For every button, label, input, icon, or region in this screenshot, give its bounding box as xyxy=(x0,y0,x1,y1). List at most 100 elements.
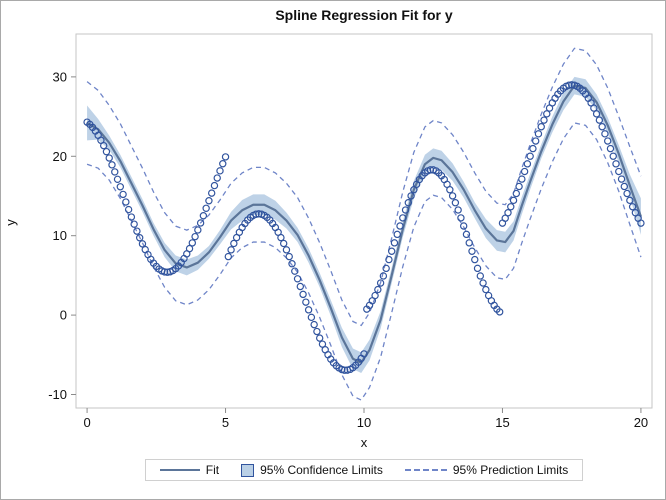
data-point-marker xyxy=(282,246,291,254)
data-point-marker xyxy=(122,198,130,206)
data-point-marker xyxy=(191,232,199,241)
data-point-marker xyxy=(160,268,169,276)
data-point-marker xyxy=(515,182,523,191)
legend-item-fit: Fit xyxy=(159,463,220,477)
data-point-marker xyxy=(446,186,454,194)
data-point-marker xyxy=(230,239,238,248)
data-point-marker xyxy=(612,160,620,168)
legend: Fit 95% Confidence Limits 95% Prediction… xyxy=(76,459,652,481)
data-point-marker xyxy=(299,290,307,299)
legend-box: Fit 95% Confidence Limits 95% Prediction… xyxy=(144,459,584,481)
data-point-marker xyxy=(617,175,626,183)
data-point-marker xyxy=(376,279,385,287)
data-point-marker xyxy=(606,144,615,153)
data-point-marker xyxy=(590,104,598,112)
data-point-marker xyxy=(623,189,631,198)
data-point-marker xyxy=(451,199,460,207)
data-point-marker xyxy=(99,141,108,150)
data-point-marker xyxy=(482,285,490,294)
data-point-marker xyxy=(135,234,144,242)
data-point-marker xyxy=(385,255,393,264)
data-point-marker xyxy=(518,175,526,183)
data-point-marker xyxy=(291,267,299,275)
data-point-marker xyxy=(130,220,138,228)
data-point-marker xyxy=(113,175,122,184)
data-point-marker xyxy=(468,247,476,255)
legend-label-fit: Fit xyxy=(205,463,220,477)
data-point-marker xyxy=(374,285,382,294)
fit-line-swatch-icon xyxy=(159,469,200,471)
y-tick-label: 0 xyxy=(60,308,67,323)
data-point-marker xyxy=(615,167,623,176)
data-point-marker xyxy=(382,264,390,273)
y-axis-label: y xyxy=(2,219,18,226)
data-point-marker xyxy=(565,81,573,89)
scatter-markers xyxy=(83,81,645,374)
data-point-marker xyxy=(285,252,293,261)
confidence-band-swatch-icon xyxy=(241,463,255,477)
data-point-marker xyxy=(454,206,462,214)
data-point-marker xyxy=(116,183,125,191)
data-point-marker xyxy=(315,334,324,342)
data-point-marker xyxy=(207,189,216,197)
data-point-marker xyxy=(448,192,457,200)
data-point-marker xyxy=(473,264,482,273)
data-point-marker xyxy=(507,203,515,211)
confidence-band xyxy=(87,76,641,374)
y-tick-label: 30 xyxy=(53,69,67,84)
data-point-marker xyxy=(598,123,606,131)
data-point-marker xyxy=(601,130,609,138)
x-axis-label: x xyxy=(360,435,368,450)
fit-line xyxy=(86,84,642,364)
data-point-marker xyxy=(111,168,119,176)
data-point-marker xyxy=(138,240,147,248)
data-point-marker xyxy=(401,206,410,214)
data-point-marker xyxy=(194,226,202,234)
data-point-marker xyxy=(457,214,465,222)
x-tick-label: 20 xyxy=(634,415,648,430)
data-point-marker xyxy=(534,130,543,138)
chart-title: Spline Regression Fit for y xyxy=(275,7,453,23)
data-point-marker xyxy=(196,219,205,227)
data-point-marker xyxy=(313,327,321,336)
data-point-marker xyxy=(471,255,479,264)
legend-item-prediction: 95% Prediction Limits xyxy=(404,463,568,477)
data-point-marker xyxy=(133,227,141,235)
y-tick-label: -10 xyxy=(48,387,67,402)
data-point-marker xyxy=(509,196,518,205)
legend-item-confidence: 95% Confidence Limits xyxy=(241,463,383,477)
x-tick-label: 5 xyxy=(222,415,229,430)
data-point-marker xyxy=(459,222,468,230)
data-point-marker xyxy=(252,210,260,218)
data-point-marker xyxy=(119,190,127,199)
data-point-marker xyxy=(277,233,285,242)
data-point-marker xyxy=(512,189,521,198)
data-point-marker xyxy=(595,116,604,124)
data-point-marker xyxy=(307,313,316,322)
data-point-marker xyxy=(227,246,235,254)
legend-label-confidence: 95% Confidence Limits xyxy=(260,463,383,477)
data-point-marker xyxy=(537,123,545,131)
data-point-marker xyxy=(216,167,224,175)
data-point-marker xyxy=(296,282,305,291)
data-point-marker xyxy=(302,298,310,306)
data-point-marker xyxy=(188,239,197,247)
data-point-marker xyxy=(379,272,388,280)
data-point-marker xyxy=(399,214,407,222)
data-point-marker xyxy=(202,204,210,212)
data-point-marker xyxy=(219,160,227,168)
data-point-marker xyxy=(310,320,318,329)
prediction-limit-lower xyxy=(86,122,642,401)
data-point-marker xyxy=(288,260,296,268)
data-point-marker xyxy=(105,154,113,162)
data-point-marker xyxy=(540,116,548,124)
data-point-marker xyxy=(465,239,473,247)
data-point-marker xyxy=(479,279,487,287)
data-point-marker xyxy=(224,252,233,261)
prediction-limit-upper xyxy=(86,47,642,327)
prediction-dash-swatch-icon xyxy=(404,469,447,471)
data-point-marker xyxy=(404,199,413,207)
data-point-marker xyxy=(529,144,537,153)
